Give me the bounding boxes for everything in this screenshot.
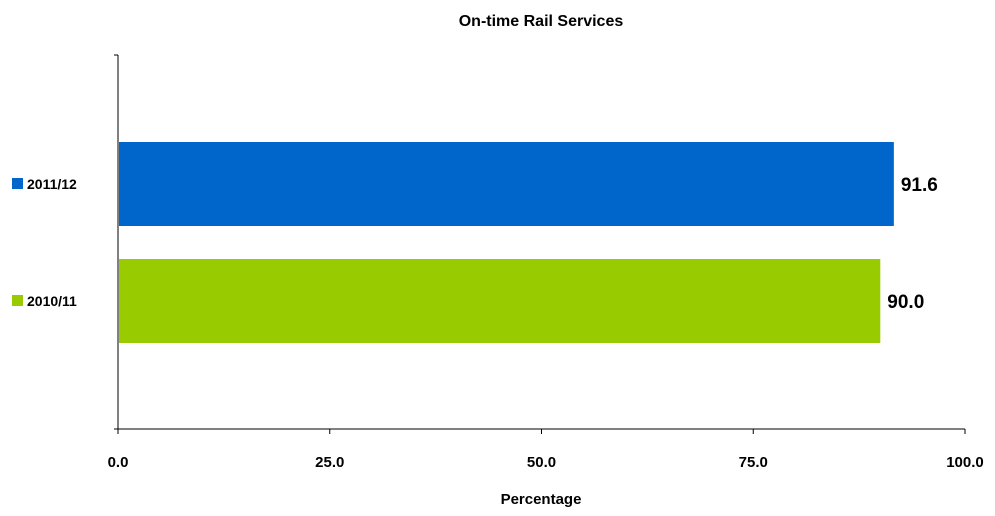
legend-marker-2010-11 [12,295,23,306]
x-tick-label: 0.0 [108,454,129,471]
data-label-2010-11: 90.0 [887,292,924,313]
chart-title: On-time Rail Services [459,13,624,30]
category-label-2010-11: 2010/11 [27,293,77,309]
x-tick-label: 100.0 [946,454,984,471]
bars-layer: 91.6 2011/12 90.0 2010/11 [12,142,938,343]
category-label-2011-12: 2011/12 [27,176,77,192]
bar-2010-11 [119,259,881,343]
x-tick-label: 50.0 [527,454,556,471]
bar-2011-12 [119,142,894,226]
x-tick-label: 75.0 [739,454,768,471]
legend-marker-2011-12 [12,178,23,189]
x-axis-title: Percentage [501,491,582,508]
data-label-2011-12: 91.6 [901,175,938,196]
x-ticks-layer: 0.0 25.0 50.0 75.0 100.0 [108,429,984,471]
x-tick-label: 25.0 [315,454,344,471]
